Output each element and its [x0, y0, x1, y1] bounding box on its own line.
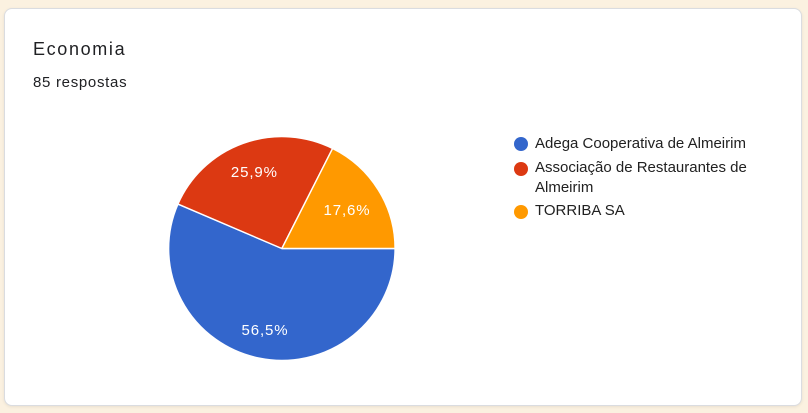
svg-text:25,9%: 25,9%	[231, 164, 278, 181]
svg-text:56,5%: 56,5%	[241, 322, 288, 339]
svg-text:17,6%: 17,6%	[323, 202, 370, 219]
